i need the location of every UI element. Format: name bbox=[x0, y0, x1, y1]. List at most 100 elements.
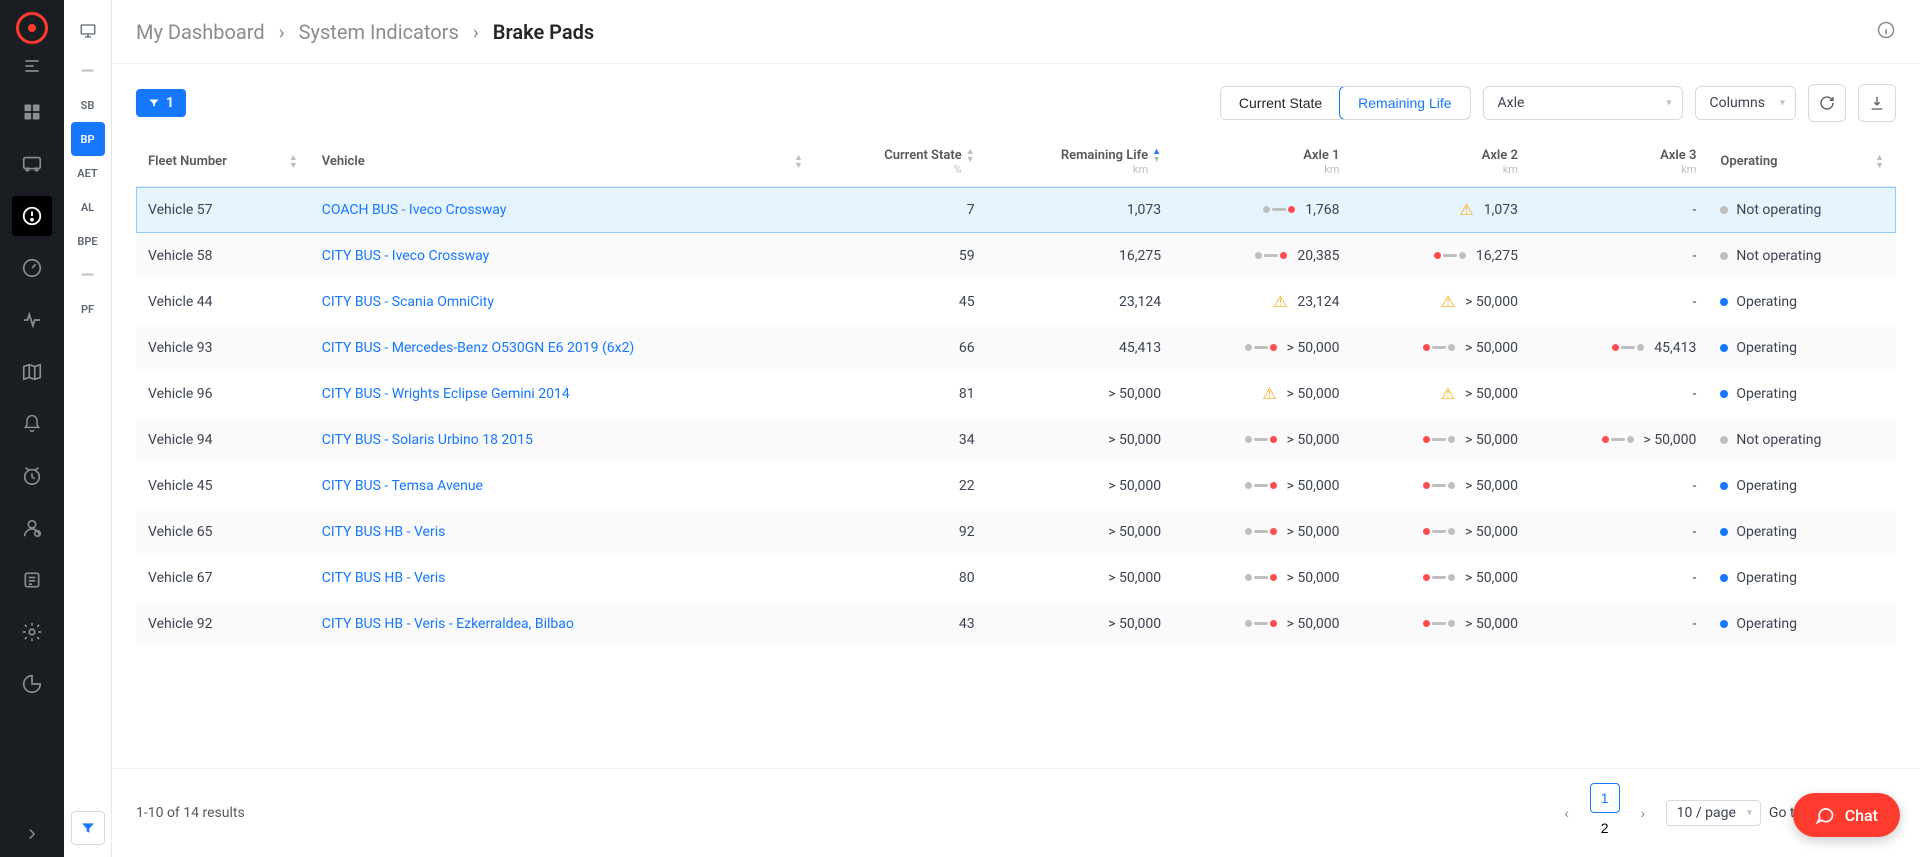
nav-bus-icon[interactable] bbox=[12, 144, 52, 184]
axle-indicator bbox=[1423, 528, 1455, 535]
prev-page-button[interactable]: ‹ bbox=[1552, 798, 1582, 828]
remaining-cell: > 50,000 bbox=[987, 555, 1173, 601]
axle2-cell: > 50,000 bbox=[1352, 463, 1530, 509]
sub-rail-item-bpe[interactable]: BPE bbox=[71, 224, 105, 258]
remaining-cell: > 50,000 bbox=[987, 509, 1173, 555]
axle-indicator bbox=[1263, 206, 1295, 213]
menu-toggle-icon[interactable] bbox=[22, 56, 42, 80]
vehicle-link[interactable]: CITY BUS - Solaris Urbino 18 2015 bbox=[322, 432, 533, 448]
active-filter-chip[interactable]: 1 bbox=[136, 89, 186, 117]
page-button-1[interactable]: 1 bbox=[1590, 783, 1620, 813]
state-cell: 80 bbox=[815, 555, 987, 601]
nav-list-icon[interactable] bbox=[12, 560, 52, 600]
status-dot bbox=[1720, 482, 1728, 490]
operating-cell: Not operating bbox=[1708, 187, 1896, 233]
col-axle3[interactable]: Axle 3km bbox=[1530, 138, 1708, 187]
breadcrumb-current: Brake Pads bbox=[493, 20, 594, 44]
vehicle-link[interactable]: COACH BUS - Iveco Crossway bbox=[322, 202, 507, 218]
col-operating[interactable]: Operating▲▼ bbox=[1708, 138, 1896, 187]
axle-indicator bbox=[1245, 344, 1277, 351]
axle2-cell: > 50,000 bbox=[1352, 325, 1530, 371]
table-row[interactable]: Vehicle 44 CITY BUS - Scania OmniCity 45… bbox=[136, 279, 1896, 325]
status-dot bbox=[1720, 252, 1728, 260]
col-fleet[interactable]: Fleet Number▲▼ bbox=[136, 138, 310, 187]
nav-indicators-icon[interactable] bbox=[12, 196, 52, 236]
table-row[interactable]: Vehicle 96 CITY BUS - Wrights Eclipse Ge… bbox=[136, 371, 1896, 417]
table-row[interactable]: Vehicle 93 CITY BUS - Mercedes-Benz O530… bbox=[136, 325, 1896, 371]
vehicle-link[interactable]: CITY BUS - Iveco Crossway bbox=[322, 248, 490, 264]
nav-pie-icon[interactable] bbox=[12, 664, 52, 704]
axle1-cell: ⚠> 50,000 bbox=[1173, 371, 1351, 417]
col-axle2[interactable]: Axle 2km bbox=[1352, 138, 1530, 187]
vehicle-link[interactable]: CITY BUS - Temsa Avenue bbox=[322, 478, 483, 494]
sub-rail-item-—: — bbox=[71, 258, 105, 292]
logo[interactable] bbox=[16, 12, 48, 44]
vehicle-link[interactable]: CITY BUS - Mercedes-Benz O530GN E6 2019 … bbox=[322, 340, 635, 356]
seg-remaining-life[interactable]: Remaining Life bbox=[1339, 86, 1470, 120]
table-row[interactable]: Vehicle 67 CITY BUS HB - Veris 80 > 50,0… bbox=[136, 555, 1896, 601]
nav-bell-icon[interactable] bbox=[12, 404, 52, 444]
sub-rail-monitor-icon[interactable] bbox=[71, 14, 105, 48]
chat-fab[interactable]: Chat bbox=[1793, 793, 1900, 837]
col-remaining-life[interactable]: Remaining Life▲▼km bbox=[987, 138, 1173, 187]
page-button-2[interactable]: 2 bbox=[1590, 813, 1620, 843]
vehicle-link[interactable]: CITY BUS HB - Veris bbox=[322, 570, 446, 586]
table-row[interactable]: Vehicle 45 CITY BUS - Temsa Avenue 22 > … bbox=[136, 463, 1896, 509]
axle-indicator bbox=[1423, 620, 1455, 627]
nav-gear-icon[interactable] bbox=[12, 612, 52, 652]
group-select[interactable]: Axle bbox=[1483, 86, 1683, 120]
chat-icon bbox=[1815, 805, 1835, 825]
col-current-state[interactable]: Current State▲▼% bbox=[815, 138, 987, 187]
sub-rail-item-aet[interactable]: AET bbox=[71, 156, 105, 190]
state-cell: 7 bbox=[815, 187, 987, 233]
col-axle1[interactable]: Axle 1km bbox=[1173, 138, 1351, 187]
table-row[interactable]: Vehicle 65 CITY BUS HB - Veris 92 > 50,0… bbox=[136, 509, 1896, 555]
sub-rail-filter-button[interactable] bbox=[71, 811, 105, 845]
axle-indicator bbox=[1612, 344, 1644, 351]
seg-current-state[interactable]: Current State bbox=[1221, 87, 1340, 119]
columns-select[interactable]: Columns bbox=[1695, 86, 1796, 120]
breadcrumb-mid[interactable]: System Indicators bbox=[299, 20, 459, 44]
axle3-cell: - bbox=[1530, 509, 1708, 555]
nav-pulse-icon[interactable] bbox=[12, 300, 52, 340]
breadcrumb-root[interactable]: My Dashboard bbox=[136, 20, 265, 44]
vehicle-link[interactable]: CITY BUS - Wrights Eclipse Gemini 2014 bbox=[322, 386, 570, 402]
download-button[interactable] bbox=[1858, 84, 1896, 122]
state-cell: 92 bbox=[815, 509, 987, 555]
vehicle-link[interactable]: CITY BUS - Scania OmniCity bbox=[322, 294, 494, 310]
next-page-button[interactable]: › bbox=[1628, 798, 1658, 828]
expand-rail-icon[interactable] bbox=[23, 825, 41, 847]
nav-alarm-icon[interactable] bbox=[12, 456, 52, 496]
operating-cell: Not operating bbox=[1708, 417, 1896, 463]
info-icon[interactable] bbox=[1876, 20, 1896, 44]
axle3-cell: - bbox=[1530, 601, 1708, 647]
table-row[interactable]: Vehicle 94 CITY BUS - Solaris Urbino 18 … bbox=[136, 417, 1896, 463]
axle3-cell: 45,413 bbox=[1530, 325, 1708, 371]
chat-label: Chat bbox=[1845, 806, 1878, 825]
nav-user-icon[interactable] bbox=[12, 508, 52, 548]
vehicle-link[interactable]: CITY BUS HB - Veris - Ezkerraldea, Bilba… bbox=[322, 616, 574, 632]
sub-rail-item-al[interactable]: AL bbox=[71, 190, 105, 224]
operating-cell: Operating bbox=[1708, 601, 1896, 647]
axle3-cell: - bbox=[1530, 279, 1708, 325]
nav-gauge-icon[interactable] bbox=[12, 248, 52, 288]
remaining-cell: > 50,000 bbox=[987, 417, 1173, 463]
nav-dashboard-icon[interactable] bbox=[12, 92, 52, 132]
sub-rail-item-sb[interactable]: SB bbox=[71, 88, 105, 122]
table-row[interactable]: Vehicle 58 CITY BUS - Iveco Crossway 59 … bbox=[136, 233, 1896, 279]
col-vehicle[interactable]: Vehicle▲▼ bbox=[310, 138, 815, 187]
table-row[interactable]: Vehicle 92 CITY BUS HB - Veris - Ezkerra… bbox=[136, 601, 1896, 647]
operating-cell: Operating bbox=[1708, 463, 1896, 509]
axle1-cell: > 50,000 bbox=[1173, 555, 1351, 601]
axle-indicator bbox=[1423, 482, 1455, 489]
sub-rail-item-pf[interactable]: PF bbox=[71, 292, 105, 326]
table-row[interactable]: Vehicle 57 COACH BUS - Iveco Crossway 7 … bbox=[136, 187, 1896, 233]
refresh-button[interactable] bbox=[1808, 84, 1846, 122]
operating-cell: Operating bbox=[1708, 371, 1896, 417]
vehicle-link[interactable]: CITY BUS HB - Veris bbox=[322, 524, 446, 540]
nav-map-icon[interactable] bbox=[12, 352, 52, 392]
axle-indicator bbox=[1245, 528, 1277, 535]
sub-rail-item-bp[interactable]: BP bbox=[71, 122, 105, 156]
axle1-cell: > 50,000 bbox=[1173, 325, 1351, 371]
page-size-select[interactable]: 10 / page bbox=[1666, 800, 1761, 826]
